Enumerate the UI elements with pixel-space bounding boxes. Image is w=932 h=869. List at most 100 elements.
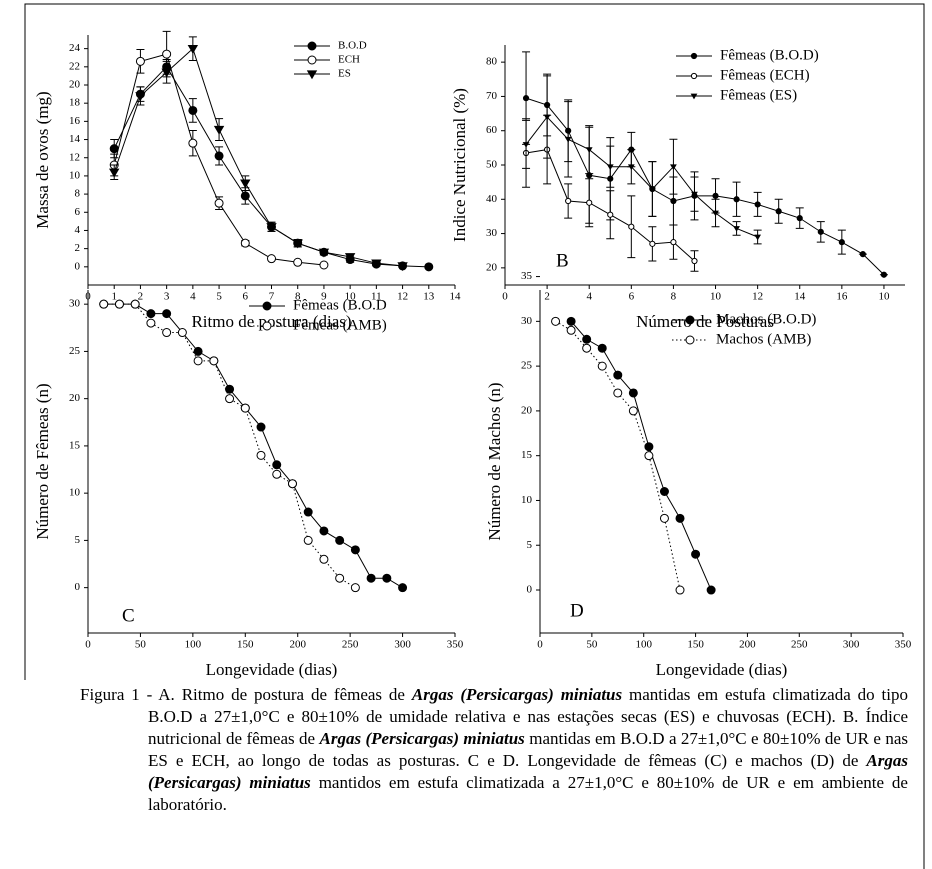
- marker: [109, 168, 120, 178]
- x-tick-label: 0: [502, 291, 508, 303]
- marker: [272, 460, 282, 470]
- series-line: [525, 116, 758, 238]
- marker: [424, 262, 434, 272]
- legend-label: Fêmeas (B.O.D: [293, 297, 387, 313]
- caption-text: A. Ritmo de postura de fêmeas de: [158, 685, 412, 704]
- x-tick-label: 0: [85, 639, 91, 651]
- marker: [627, 164, 635, 171]
- marker: [690, 52, 698, 60]
- x-tick-label: 11: [371, 291, 382, 303]
- x-axis-title: Longevidade (dias): [656, 660, 788, 679]
- x-tick-label: 6: [629, 291, 635, 303]
- y-tick-label: 50: [486, 159, 498, 171]
- marker: [209, 356, 219, 366]
- x-tick-label: 8: [295, 291, 301, 303]
- marker: [130, 299, 140, 309]
- marker: [319, 554, 329, 564]
- x-tick-label: 4: [190, 291, 196, 303]
- marker: [649, 240, 656, 247]
- marker: [162, 309, 172, 319]
- y-tick-label: 18: [69, 97, 81, 109]
- y-tick-label: 20: [69, 79, 81, 91]
- marker: [109, 144, 119, 154]
- marker: [99, 299, 109, 309]
- marker: [691, 257, 698, 265]
- y-tick-label: 8: [75, 188, 81, 200]
- marker: [366, 573, 376, 583]
- y-tick-label: 60: [486, 124, 498, 136]
- y-tick-label: 5: [527, 539, 533, 551]
- x-tick-label: 50: [586, 639, 598, 651]
- marker: [146, 318, 156, 328]
- caption-text: Argas (Persicargas) miniatus: [319, 729, 525, 748]
- y-axis-title: Número de Fêmeas (n): [33, 383, 52, 539]
- series-line: [570, 321, 712, 591]
- marker: [177, 328, 187, 338]
- caption-text: Argas (Persicargas) miniatus: [148, 751, 908, 792]
- x-axis-title: Número de Posturas: [636, 312, 774, 331]
- x-tick-label: 0: [537, 639, 543, 651]
- x-tick-label: 350: [447, 639, 464, 651]
- y-tick-label: 10: [521, 494, 533, 506]
- y-tick-label: 15: [69, 439, 81, 451]
- y-tick-label: 0: [527, 584, 533, 596]
- marker: [628, 223, 635, 230]
- caption: Figura 1 - A. Ritmo de postura de fêmeas…: [80, 684, 908, 816]
- marker: [307, 55, 317, 65]
- marker: [566, 325, 576, 335]
- x-tick-label: 2: [138, 291, 144, 303]
- marker: [135, 92, 146, 102]
- marker: [659, 487, 669, 497]
- x-tick-label: 8: [671, 291, 677, 303]
- legend-label: Fêmeas (AMB): [293, 317, 387, 333]
- marker: [188, 105, 198, 115]
- y-tick-label: 10: [69, 487, 81, 499]
- x-tick-label: 10: [345, 291, 357, 303]
- x-tick-label: 250: [791, 639, 808, 651]
- marker: [344, 253, 356, 263]
- series-line: [113, 66, 429, 268]
- marker: [659, 513, 669, 523]
- marker: [775, 208, 782, 215]
- marker: [706, 585, 716, 595]
- x-tick-label: 200: [289, 639, 306, 651]
- marker: [565, 197, 572, 205]
- marker: [266, 223, 277, 233]
- marker: [628, 388, 638, 398]
- marker: [240, 191, 250, 201]
- marker: [712, 192, 719, 199]
- marker: [350, 545, 360, 555]
- marker: [162, 49, 172, 59]
- x-tick-label: 100: [635, 639, 652, 651]
- caption-text: Argas (Persicargas) miniatus: [411, 685, 623, 704]
- panel-label: D: [570, 600, 584, 621]
- x-tick-label: 9: [321, 291, 327, 303]
- marker: [256, 450, 266, 460]
- y-axis-title: Número de Machos (n): [485, 382, 504, 540]
- y-tick-label: 20: [521, 404, 533, 416]
- marker: [240, 238, 250, 248]
- marker: [522, 95, 530, 102]
- x-tick-label: 6: [243, 291, 249, 303]
- x-tick-label: 350: [895, 639, 912, 651]
- y-axis-title: Indice Nutricional (%): [450, 88, 469, 242]
- y-tick-label: 2: [75, 242, 81, 254]
- y-tick-label: 25: [69, 345, 81, 357]
- marker: [225, 394, 235, 404]
- marker: [162, 328, 172, 338]
- frame: [24, 3, 925, 869]
- y-tick-label: 5: [75, 534, 81, 546]
- y-tick-label: 80: [486, 56, 498, 68]
- marker: [597, 343, 607, 353]
- marker: [644, 442, 654, 452]
- caption-text: mantidas em estufa climatizada do tipo B…: [148, 685, 909, 748]
- y-axis-title: Massa de ovos (mg): [33, 91, 52, 228]
- panel-label: B: [556, 250, 569, 271]
- y-tick-label: 16: [69, 115, 81, 127]
- marker: [262, 301, 272, 311]
- series-line: [113, 47, 403, 267]
- marker: [613, 388, 623, 398]
- marker: [644, 451, 654, 461]
